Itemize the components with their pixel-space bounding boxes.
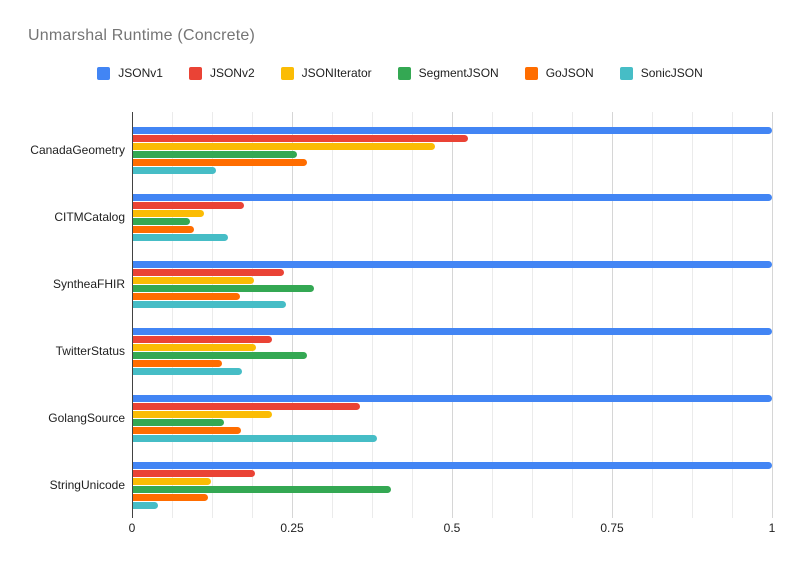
bar-JSONv2-StringUnicode bbox=[133, 469, 255, 477]
bar-SonicJSON-CanadaGeometry bbox=[133, 166, 216, 174]
bar-JSONv1-TwitterStatus bbox=[133, 327, 772, 335]
bar-JSONv2-SyntheaFHIR bbox=[133, 268, 284, 276]
bar-JSONIterator-CITMCatalog bbox=[133, 209, 204, 217]
minor-gridline bbox=[412, 112, 413, 518]
legend-swatch-SonicJSON bbox=[619, 66, 633, 80]
bar-SegmentJSON-GolangSource bbox=[133, 418, 224, 426]
bar-JSONv2-CITMCatalog bbox=[133, 201, 244, 209]
legend-label-JSONIterator: JSONIterator bbox=[301, 66, 372, 80]
x-tick-label-0.25: 0.25 bbox=[280, 521, 304, 535]
category-label-CITMCatalog: CITMCatalog bbox=[54, 210, 125, 225]
legend: JSONv1 JSONv2 JSONIterator SegmentJSON GoJSO… bbox=[0, 66, 800, 80]
bar-JSONIterator-CanadaGeometry bbox=[133, 142, 435, 150]
major-gridline bbox=[772, 112, 773, 518]
legend-label-JSONv1: JSONv1 bbox=[118, 66, 163, 80]
bar-JSONv2-CanadaGeometry bbox=[133, 134, 468, 142]
legend-item-JSONIterator: JSONIterator bbox=[280, 66, 372, 80]
bar-GoJSON-CITMCatalog bbox=[133, 225, 194, 233]
minor-gridline bbox=[332, 112, 333, 518]
bar-SegmentJSON-StringUnicode bbox=[133, 485, 391, 493]
plot-area bbox=[132, 112, 773, 518]
x-tick-label-0.5: 0.5 bbox=[443, 521, 461, 535]
bar-JSONv1-GolangSource bbox=[133, 394, 772, 402]
minor-gridline bbox=[532, 112, 533, 518]
bar-GoJSON-StringUnicode bbox=[133, 493, 208, 501]
bar-SegmentJSON-CanadaGeometry bbox=[133, 150, 297, 158]
bar-JSONv1-SyntheaFHIR bbox=[133, 260, 772, 268]
minor-gridline bbox=[732, 112, 733, 518]
legend-item-JSONv2: JSONv2 bbox=[188, 66, 255, 80]
bar-SegmentJSON-TwitterStatus bbox=[133, 351, 307, 359]
legend-label-SegmentJSON: SegmentJSON bbox=[418, 66, 499, 80]
bar-JSONv1-CanadaGeometry bbox=[133, 126, 772, 134]
major-gridline bbox=[292, 112, 293, 518]
minor-gridline bbox=[172, 112, 173, 518]
x-tick-label-1: 1 bbox=[768, 521, 776, 535]
bar-SonicJSON-SyntheaFHIR bbox=[133, 300, 286, 308]
legend-item-SonicJSON: SonicJSON bbox=[619, 66, 703, 80]
legend-swatch-SegmentJSON bbox=[397, 66, 411, 80]
legend-item-JSONv1: JSONv1 bbox=[97, 66, 163, 80]
bar-GoJSON-TwitterStatus bbox=[133, 359, 222, 367]
legend-label-JSONv2: JSONv2 bbox=[209, 66, 255, 80]
bar-SonicJSON-TwitterStatus bbox=[133, 367, 242, 375]
minor-gridline bbox=[572, 112, 573, 518]
y-axis-baseline bbox=[132, 112, 133, 518]
category-label-TwitterStatus: TwitterStatus bbox=[55, 344, 125, 359]
x-tick-label-0.75: 0.75 bbox=[600, 521, 624, 535]
major-gridline bbox=[612, 112, 613, 518]
category-label-CanadaGeometry: CanadaGeometry bbox=[30, 143, 125, 158]
chart-title: Unmarshal Runtime (Concrete) bbox=[28, 27, 256, 44]
x-tick-label-0: 0 bbox=[128, 521, 136, 535]
bar-SonicJSON-CITMCatalog bbox=[133, 233, 228, 241]
bar-JSONIterator-TwitterStatus bbox=[133, 343, 256, 351]
minor-gridline bbox=[492, 112, 493, 518]
legend-swatch-JSONv2 bbox=[188, 66, 202, 80]
bar-JSONv2-TwitterStatus bbox=[133, 335, 272, 343]
bar-SonicJSON-GolangSource bbox=[133, 434, 377, 442]
legend-label-SonicJSON: SonicJSON bbox=[640, 66, 703, 80]
bar-GoJSON-GolangSource bbox=[133, 426, 241, 434]
legend-swatch-JSONv1 bbox=[97, 66, 111, 80]
legend-item-GoJSON: GoJSON bbox=[524, 66, 594, 80]
bar-SonicJSON-StringUnicode bbox=[133, 501, 158, 509]
x-axis-labels: 0 0.25 0.5 0.75 1 bbox=[128, 521, 776, 537]
bar-GoJSON-CanadaGeometry bbox=[133, 158, 307, 166]
bar-JSONIterator-GolangSource bbox=[133, 410, 272, 418]
major-gridline bbox=[452, 112, 453, 518]
bar-JSONIterator-SyntheaFHIR bbox=[133, 276, 254, 284]
bar-JSONIterator-StringUnicode bbox=[133, 477, 211, 485]
category-label-GolangSource: GolangSource bbox=[48, 411, 125, 426]
bar-JSONv2-GolangSource bbox=[133, 402, 360, 410]
bar-SegmentJSON-CITMCatalog bbox=[133, 217, 190, 225]
legend-item-SegmentJSON: SegmentJSON bbox=[397, 66, 499, 80]
bar-JSONv1-StringUnicode bbox=[133, 461, 772, 469]
minor-gridline bbox=[372, 112, 373, 518]
bar-GoJSON-SyntheaFHIR bbox=[133, 292, 240, 300]
legend-label-GoJSON: GoJSON bbox=[545, 66, 594, 80]
y-axis-labels: CanadaGeometry CITMCatalog SyntheaFHIR Twit… bbox=[0, 112, 125, 518]
minor-gridline bbox=[692, 112, 693, 518]
minor-gridline bbox=[212, 112, 213, 518]
category-label-StringUnicode: StringUnicode bbox=[49, 478, 125, 493]
bar-JSONv1-CITMCatalog bbox=[133, 193, 772, 201]
minor-gridline bbox=[652, 112, 653, 518]
minor-gridline bbox=[252, 112, 253, 518]
category-label-SyntheaFHIR: SyntheaFHIR bbox=[52, 277, 125, 292]
legend-swatch-JSONIterator bbox=[280, 66, 294, 80]
legend-swatch-GoJSON bbox=[524, 66, 538, 80]
bar-SegmentJSON-SyntheaFHIR bbox=[133, 284, 314, 292]
